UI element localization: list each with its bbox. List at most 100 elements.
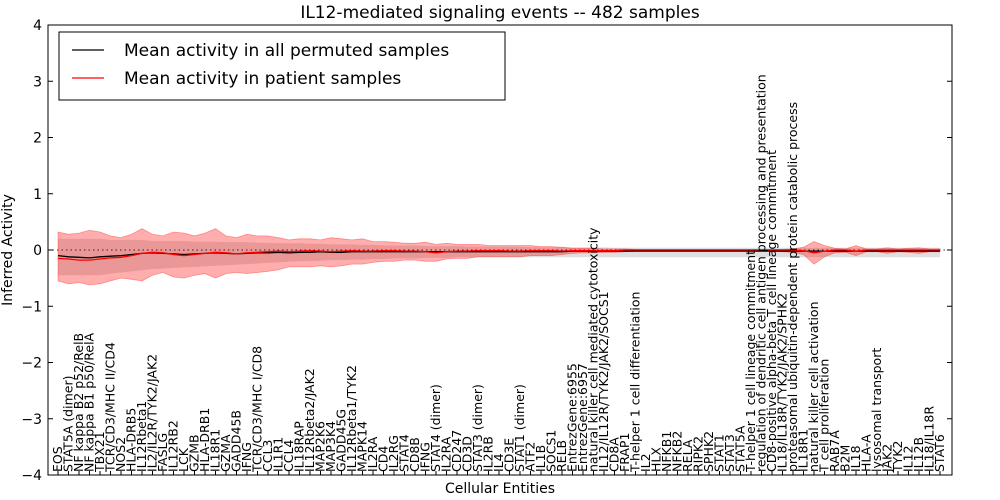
x-tick-label: EOS	[50, 446, 65, 472]
x-tick-label: IL12RB2	[166, 420, 181, 472]
x-tick-label: STAT1 (dimer)	[512, 384, 527, 472]
x-tick-label: CD8B	[407, 437, 422, 472]
x-tick-label: IL2RB	[481, 436, 496, 472]
x-tick-label: NFKB1	[659, 431, 674, 472]
y-axis: −4 −3 −2 −1 0 1 2 3 4	[21, 18, 952, 484]
x-tick-label: EntrezGene:6957	[575, 363, 590, 472]
x-tick-label: IL12Rbeta1	[134, 401, 149, 472]
x-tick-label: lysosomal transport	[869, 348, 884, 472]
patient-range-band	[57, 228, 941, 286]
x-tick-label: T-helper 1 cell lineage commitment	[743, 250, 758, 473]
x-tick-label: CD8-positive alpha-beta T cell lineage c…	[764, 150, 779, 472]
x-tick-label: MAPK14	[355, 421, 370, 472]
x-tick-label: CD3E	[502, 438, 517, 472]
x-tick-label: proteasomal ubiquitin-dependent protein …	[785, 102, 800, 472]
x-tick-label: IFNG	[239, 442, 254, 472]
x-tick-label: IL12Rbeta2/JAK2	[302, 368, 317, 472]
x-tick-label: NF kappa B2 p52/RelB	[71, 333, 86, 472]
x-tick-label: RIPK2	[691, 436, 706, 472]
x-tick-label: HLX	[649, 447, 664, 472]
x-axis-label: Cellular Entities	[445, 481, 555, 497]
x-tick-label: MAP2K6	[313, 421, 328, 472]
x-tick-label: NFKB2	[670, 431, 685, 472]
x-tick-label: B2M	[838, 445, 853, 472]
y-tick-label: −3	[21, 412, 42, 428]
x-tick-label: STAT3	[722, 434, 737, 472]
x-tick-label: IL18	[848, 445, 863, 472]
x-tick-label: IL12/IL12R/TYK2/JAK2/SOCS1	[596, 291, 611, 472]
x-tick-label: SPHK2	[701, 431, 716, 472]
x-tick-label: IL18/IL18R	[922, 406, 937, 472]
x-tick-label: IL18RAP	[292, 421, 307, 472]
x-tick-label: LCK	[176, 447, 191, 472]
x-tick-label: IL18/IL18R/TYK2/JAK2/SPHK2	[775, 293, 790, 472]
x-tick-label: CD8A	[607, 437, 622, 472]
series-line-patient	[57, 249, 940, 261]
x-tick-label: natural killer cell activation	[806, 301, 821, 472]
x-tick-label: RAB7A	[827, 430, 842, 472]
x-tick-label: EntrezGene:6955	[565, 363, 580, 472]
x-tick-label: NF kappa B1 p50/RelA	[82, 332, 97, 472]
y-tick-label: −2	[21, 356, 42, 372]
x-tick-label: STAT5A (dimer)	[61, 376, 76, 472]
x-tick-label: CD3D	[460, 436, 475, 472]
y-tick-label: 0	[33, 243, 42, 259]
legend-box	[58, 31, 506, 101]
y-tick-label: 2	[33, 131, 42, 147]
x-tick-label: TCR/CD3/MHC II/CD4	[103, 342, 118, 473]
x-tick-label: TYK2	[890, 441, 905, 473]
x-tick-label: HLA-DRB1	[197, 408, 212, 472]
x-tick-label: CCL4	[281, 440, 296, 472]
x-tick-label: FRAP1	[617, 433, 632, 472]
x-tick-label: JAK2	[880, 444, 895, 473]
x-tick-label: STAT5A	[733, 425, 748, 472]
x-tick-label: CCL3	[260, 440, 275, 472]
x-tick-label: IL12Rbeta1/TYK2	[344, 365, 359, 472]
x-tick-label: TBX21	[92, 431, 107, 473]
x-tick-label: regulation of dendritic cell antigen pro…	[754, 74, 769, 472]
x-tick-label: natural killer cell mediated cytotoxicit…	[586, 227, 601, 472]
plot-area	[48, 228, 952, 286]
x-tick-label: GADD45B	[229, 410, 244, 472]
x-tick-label: FASLG	[155, 433, 170, 472]
x-tick-label: GADD45G	[334, 409, 349, 472]
x-tick-label: IL12	[901, 445, 916, 472]
x-tick-label: IFNG	[418, 442, 433, 472]
x-tick-label: SOCS1	[544, 430, 559, 472]
x-tick-label: HLA-A	[859, 434, 874, 472]
x-tick-label: IL2	[638, 453, 653, 472]
x-tick-label: STAT6	[932, 434, 947, 472]
x-tick-label: HLA-DRB5	[124, 408, 139, 472]
permuted-range-band	[58, 238, 940, 276]
x-tick-label: CD4	[376, 446, 391, 472]
chart-title: IL12-mediated signaling events -- 482 sa…	[300, 3, 700, 23]
x-tick-label: IL2RA	[365, 436, 380, 472]
legend-label-permuted: Mean activity in all permuted samples	[124, 41, 449, 61]
x-tick-label: IL12B	[911, 437, 926, 472]
y-tick-label: 3	[33, 74, 42, 90]
x-tick-label: IL4	[491, 453, 506, 472]
legend-label-patient: Mean activity in patient samples	[124, 69, 401, 89]
y-axis-label: Inferred Activity	[0, 194, 16, 306]
x-tick-label: IL2RG	[386, 435, 401, 472]
x-tick-label: IL1R1	[271, 437, 286, 472]
x-tick-label: RELB	[554, 440, 569, 472]
x-tick-label: STAT1	[712, 434, 727, 472]
x-tick-label: NOS2	[113, 437, 128, 472]
x-tick-label: CD247	[449, 430, 464, 472]
x-tick-label: ATF2	[523, 442, 538, 472]
x-tick-label: T cell proliferation	[817, 359, 832, 473]
x-tick-label: STAT4 (dimer)	[428, 384, 443, 472]
x-tick-label: IL2RA	[439, 436, 454, 472]
y-tick-label: −1	[21, 299, 42, 315]
x-tick-label: STAT3 (dimer)	[470, 384, 485, 472]
x-tick-label: RELA	[680, 439, 695, 472]
x-tick-label: MAP3K4	[323, 421, 338, 472]
y-tick-label: −4	[21, 468, 42, 484]
x-tick-label: IL18R1	[796, 429, 811, 472]
x-tick-label: STAT4	[397, 434, 412, 472]
y-tick-label: 4	[33, 18, 42, 34]
y-tick-label: 1	[33, 187, 42, 203]
